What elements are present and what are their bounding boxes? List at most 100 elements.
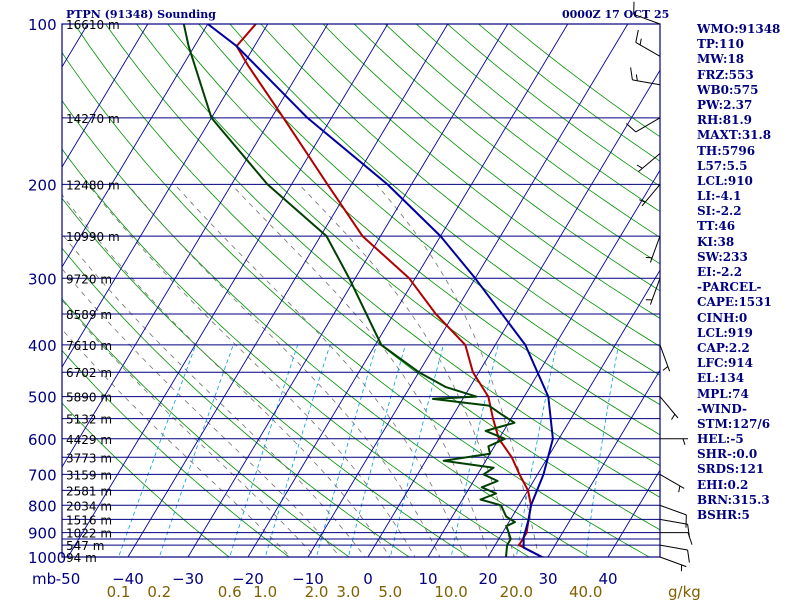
isotherm-line (67, 24, 389, 557)
dry-adiabat-line (198, 24, 660, 406)
wind-barb (659, 532, 693, 545)
dry-adiabat-line (74, 24, 660, 531)
height-label: 3159 m (66, 468, 112, 482)
moist-adiabat-line (62, 194, 391, 557)
height-label: 8589 m (66, 308, 112, 322)
wind-barb-staff (659, 504, 687, 516)
mixing-ratio-line (585, 344, 619, 557)
index-line: SI:-2.2 (697, 204, 742, 219)
isotherm-line (307, 24, 629, 557)
temperature-tick-label: -50 (56, 570, 81, 588)
pressure-tick-label: 700 (28, 466, 57, 484)
mixing-ratio-line (316, 344, 377, 557)
wind-barb (645, 235, 661, 263)
mixing-ratio-label: 3.0 (336, 583, 360, 600)
moist-adiabat-line (298, 184, 515, 557)
height-label: 10990 m (66, 230, 120, 244)
isotherm-line (487, 269, 660, 557)
dry-adiabat-line (105, 24, 660, 498)
wind-barb-staff (638, 153, 661, 172)
wind-barb-half-feather (639, 38, 642, 45)
temperature-tick-label: −40 (112, 570, 144, 588)
pressure-tick-label: 800 (28, 497, 57, 515)
height-label: 12480 m (66, 178, 120, 192)
dry-adiabat-line (167, 24, 660, 436)
index-line: EL:134 (697, 371, 745, 386)
wind-barb (639, 184, 661, 207)
index-line: CAPE:1531 (697, 295, 772, 310)
isotherm-line (187, 24, 509, 557)
temperature-tick-label: 40 (598, 570, 617, 588)
dry-adiabat-line (136, 24, 660, 467)
index-line: EHI:0.2 (697, 477, 749, 492)
mixing-ratio-line (450, 344, 499, 557)
height-label: 547 m (66, 539, 104, 553)
index-line: TT:46 (697, 219, 736, 234)
wind-barb-feather (625, 123, 637, 133)
height-label: 9720 m (66, 272, 112, 286)
wind-barb (659, 518, 690, 537)
pressure-tick-label: 1000 (28, 549, 66, 567)
wind-barb (635, 29, 661, 57)
wind-barb (630, 67, 661, 86)
dewpoint-profile (182, 24, 516, 557)
isotherm-line (547, 369, 660, 557)
height-label: 94 m (66, 551, 97, 565)
wind-barb (659, 504, 687, 528)
index-line: LI:-4.1 (697, 189, 742, 204)
wind-barb-feather (630, 67, 633, 80)
moist-adiabat-line (62, 233, 366, 557)
height-label: 4429 m (66, 433, 112, 447)
dry-adiabat-line (229, 24, 660, 376)
temperature-tick-label: 20 (478, 570, 497, 588)
mixing-ratio-label: 20.0 (500, 583, 533, 600)
index-line: TH:5796 (697, 143, 756, 158)
index-line: HEL:-5 (697, 432, 744, 447)
index-line: TP:110 (697, 37, 745, 52)
wind-barb-staff (635, 117, 661, 133)
wind-barb-staff (659, 556, 687, 568)
index-line: SW:233 (697, 249, 748, 264)
mixing-ratio-label: 40.0 (569, 583, 602, 600)
moist-adiabat-line (62, 299, 316, 557)
dry-adiabat-line (62, 247, 410, 557)
wind-barb (659, 438, 689, 445)
index-line: KI:38 (697, 234, 735, 249)
wind-barb (645, 278, 661, 305)
height-label: 2581 m (66, 484, 112, 498)
plot-frame (61, 23, 661, 558)
index-line: CINH:0 (697, 310, 748, 325)
wind-barb-feather (687, 549, 690, 563)
wind-barb (636, 153, 661, 172)
pressure-tick-label: 100 (28, 16, 57, 34)
height-label: 3773 m (66, 451, 112, 465)
height-label: 1022 m (66, 527, 112, 541)
wind-barb (633, 1, 661, 25)
parcel-path (207, 24, 554, 557)
isotherm-line (62, 24, 149, 168)
isotherm-line (0, 12, 35, 568)
wind-barb-staff (659, 544, 688, 551)
moist-adiabat-line (62, 328, 291, 557)
index-line: MPL:74 (697, 386, 749, 401)
wind-barb-staff (659, 518, 688, 525)
indices-panel: WMO:91348 TP:110 MW:18 FRZ:553 WB0:575 P… (697, 22, 800, 523)
wind-barb-staff (659, 474, 685, 489)
temperature-tick-label: 0 (363, 570, 373, 588)
isotherm-line (62, 24, 209, 268)
mixing-ratio-label: 0.2 (147, 583, 171, 600)
temperature-tick-label: −10 (292, 570, 324, 588)
y-axis-label: mb (32, 570, 56, 588)
index-line: WMO:91348 (697, 22, 781, 36)
index-line: WB0:575 (697, 82, 759, 97)
wind-barb (659, 544, 690, 563)
dry-adiabat-line (62, 402, 230, 557)
isotherm-line (427, 169, 660, 557)
wind-barb-staff (659, 396, 679, 419)
height-label: 2034 m (66, 499, 112, 513)
index-line: SRDS:121 (697, 462, 765, 477)
index-line: PW:2.37 (697, 97, 753, 112)
moist-adiabat-line (87, 184, 416, 557)
index-line: SHR-:0.0 (697, 447, 758, 462)
